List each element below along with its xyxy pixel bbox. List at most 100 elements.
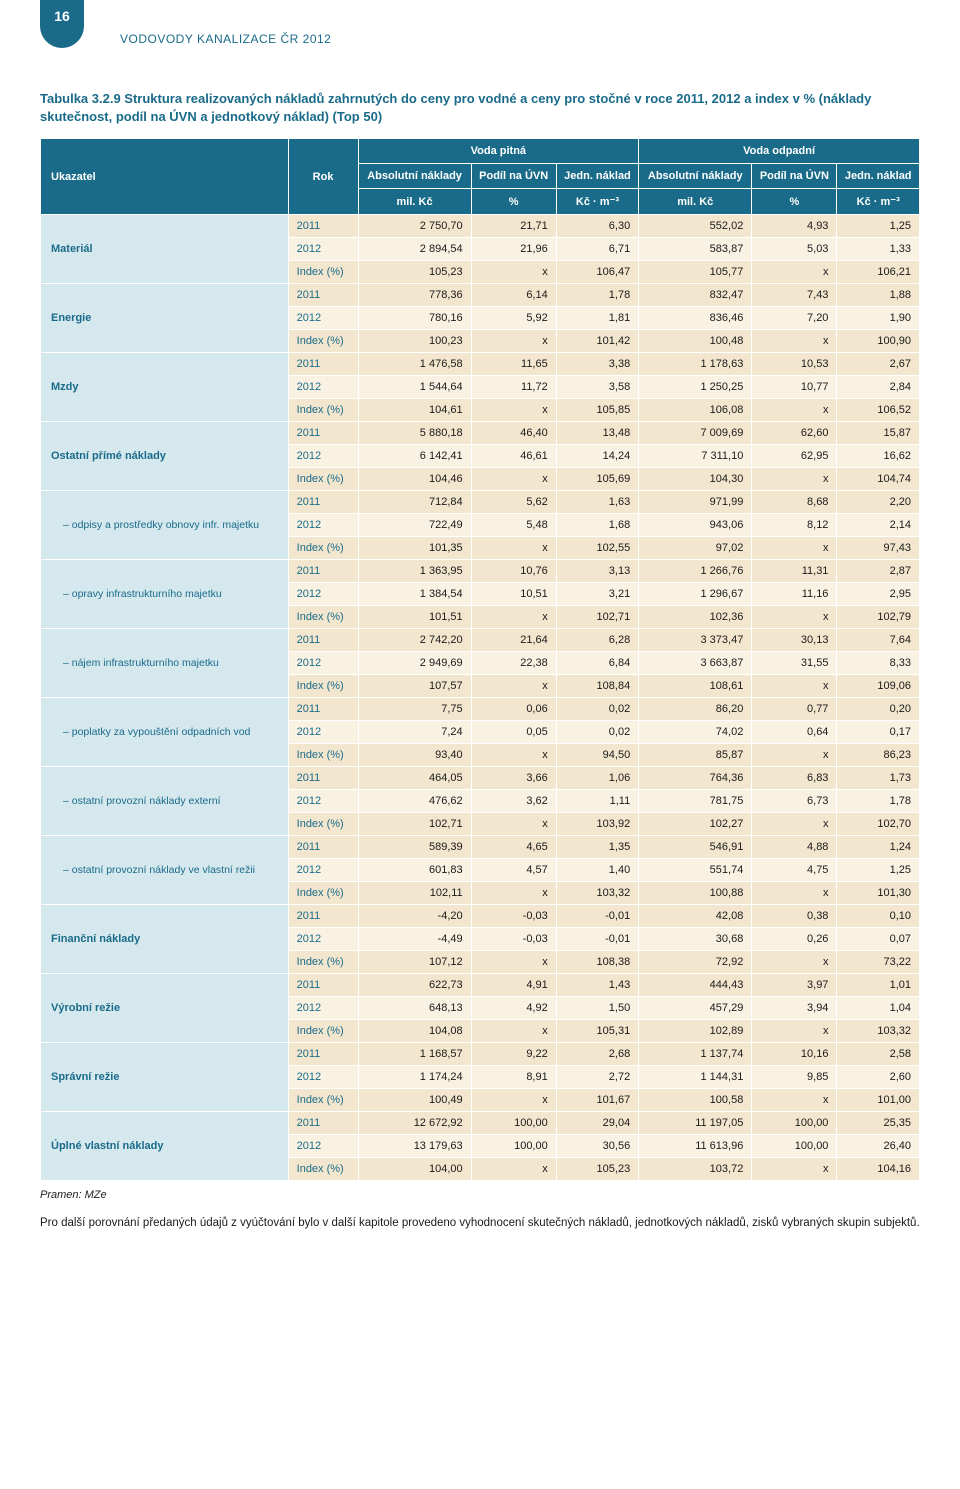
value-cell: 97,43 (837, 537, 920, 560)
value-cell: 74,02 (639, 721, 752, 744)
value-cell: 106,52 (837, 399, 920, 422)
value-cell: 13 179,63 (358, 1135, 471, 1158)
year-cell: 2012 (288, 859, 358, 882)
value-cell: 46,61 (471, 445, 556, 468)
year-cell: Index (%) (288, 813, 358, 836)
value-cell: 2,20 (837, 491, 920, 514)
value-cell: 0,20 (837, 698, 920, 721)
year-cell: 2012 (288, 790, 358, 813)
value-cell: 2 894,54 (358, 238, 471, 261)
year-cell: 2012 (288, 376, 358, 399)
unit-pct-o: % (752, 189, 837, 215)
value-cell: 105,31 (556, 1020, 638, 1043)
value-cell: x (471, 261, 556, 284)
value-cell: 3,21 (556, 583, 638, 606)
value-cell: 4,92 (471, 997, 556, 1020)
value-cell: 46,40 (471, 422, 556, 445)
value-cell: 104,00 (358, 1158, 471, 1181)
value-cell: 2,68 (556, 1043, 638, 1066)
value-cell: 1,33 (837, 238, 920, 261)
value-cell: 1 174,24 (358, 1066, 471, 1089)
col-podil-uvn-o: Podíl na ÚVN (752, 164, 837, 189)
value-cell: 780,16 (358, 307, 471, 330)
value-cell: x (752, 744, 837, 767)
value-cell: 21,96 (471, 238, 556, 261)
value-cell: 10,51 (471, 583, 556, 606)
value-cell: 5 880,18 (358, 422, 471, 445)
year-cell: 2012 (288, 997, 358, 1020)
page-content: Tabulka 3.2.9 Struktura realizovaných ná… (0, 0, 960, 1272)
value-cell: 2,87 (837, 560, 920, 583)
value-cell: 105,85 (556, 399, 638, 422)
value-cell: x (752, 330, 837, 353)
value-cell: 1,50 (556, 997, 638, 1020)
value-cell: 72,92 (639, 951, 752, 974)
value-cell: 104,16 (837, 1158, 920, 1181)
value-cell: 4,91 (471, 974, 556, 997)
table-row: – ostatní provozní náklady externí201146… (41, 767, 920, 790)
value-cell: 589,39 (358, 836, 471, 859)
value-cell: 836,46 (639, 307, 752, 330)
value-cell: 1 168,57 (358, 1043, 471, 1066)
year-cell: Index (%) (288, 261, 358, 284)
value-cell: x (471, 1020, 556, 1043)
value-cell: 109,06 (837, 675, 920, 698)
value-cell: 105,77 (639, 261, 752, 284)
value-cell: 104,46 (358, 468, 471, 491)
table-row: Úplné vlastní náklady201112 672,92100,00… (41, 1112, 920, 1135)
colgroup-pitna: Voda pitná (358, 139, 639, 164)
value-cell: 12 672,92 (358, 1112, 471, 1135)
value-cell: 102,71 (358, 813, 471, 836)
value-cell: 62,95 (752, 445, 837, 468)
value-cell: -0,03 (471, 905, 556, 928)
unit-kcm3-p: Kč · m⁻³ (556, 189, 638, 215)
value-cell: 6,30 (556, 215, 638, 238)
value-cell: 1 250,25 (639, 376, 752, 399)
value-cell: 3,13 (556, 560, 638, 583)
value-cell: x (752, 399, 837, 422)
table-header: Ukazatel Rok Voda pitná Voda odpadní Abs… (41, 139, 920, 215)
value-cell: 106,21 (837, 261, 920, 284)
year-cell: 2011 (288, 767, 358, 790)
table-row: – nájem infrastrukturního majetku20112 7… (41, 629, 920, 652)
value-cell: -4,20 (358, 905, 471, 928)
col-jedn-naklad-p: Jedn. náklad (556, 164, 638, 189)
value-cell: x (471, 951, 556, 974)
value-cell: 10,76 (471, 560, 556, 583)
value-cell: x (471, 468, 556, 491)
value-cell: 7 009,69 (639, 422, 752, 445)
value-cell: 107,57 (358, 675, 471, 698)
value-cell: 102,27 (639, 813, 752, 836)
value-cell: 22,38 (471, 652, 556, 675)
value-cell: 26,40 (837, 1135, 920, 1158)
year-cell: 2011 (288, 698, 358, 721)
value-cell: 5,62 (471, 491, 556, 514)
value-cell: 100,00 (752, 1135, 837, 1158)
value-cell: 73,22 (837, 951, 920, 974)
year-cell: 2011 (288, 560, 358, 583)
value-cell: x (752, 813, 837, 836)
value-cell: 85,87 (639, 744, 752, 767)
value-cell: x (471, 813, 556, 836)
table-row: Finanční náklady2011-4,20-0,03-0,0142,08… (41, 905, 920, 928)
value-cell: 0,17 (837, 721, 920, 744)
value-cell: x (471, 744, 556, 767)
value-cell: -4,49 (358, 928, 471, 951)
table-title: Tabulka 3.2.9 Struktura realizovaných ná… (40, 90, 920, 126)
value-cell: 4,93 (752, 215, 837, 238)
unit-milkc-o: mil. Kč (639, 189, 752, 215)
value-cell: 1 544,64 (358, 376, 471, 399)
value-cell: x (752, 468, 837, 491)
table-row: – opravy infrastrukturního majetku20111 … (41, 560, 920, 583)
value-cell: 0,77 (752, 698, 837, 721)
value-cell: 42,08 (639, 905, 752, 928)
value-cell: 1,63 (556, 491, 638, 514)
value-cell: -0,01 (556, 905, 638, 928)
value-cell: 1,78 (556, 284, 638, 307)
value-cell: 21,64 (471, 629, 556, 652)
value-cell: 86,23 (837, 744, 920, 767)
cost-structure-table: Ukazatel Rok Voda pitná Voda odpadní Abs… (40, 138, 920, 1181)
col-rok: Rok (288, 139, 358, 215)
value-cell: 3,62 (471, 790, 556, 813)
value-cell: 14,24 (556, 445, 638, 468)
